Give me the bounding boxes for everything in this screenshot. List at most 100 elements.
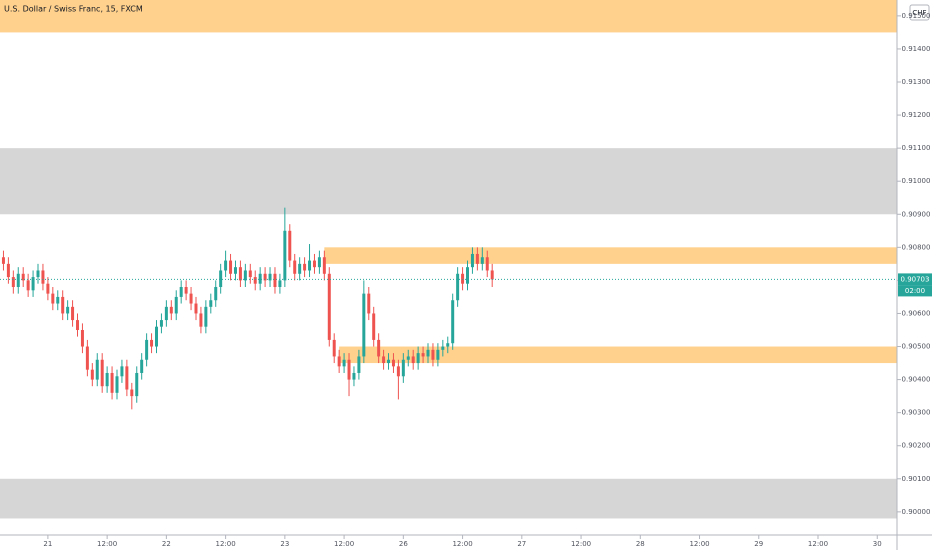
- candle-body: [485, 257, 489, 271]
- candle-body: [406, 356, 410, 360]
- candle-body: [21, 273, 25, 281]
- candle-body: [441, 346, 445, 350]
- candle-body: [396, 366, 400, 377]
- candle-body: [36, 270, 40, 278]
- x-tick-label: 12:00: [571, 540, 591, 548]
- candle-body: [26, 280, 30, 291]
- x-tick-label: 12:00: [216, 540, 236, 548]
- candle-body: [61, 296, 65, 314]
- candle-body: [145, 339, 149, 360]
- y-tick-label: 0.90900: [902, 210, 931, 218]
- candle-body: [90, 369, 94, 380]
- candle-body: [209, 300, 213, 307]
- candle-body: [125, 366, 129, 390]
- candle-body: [288, 230, 292, 261]
- y-tick-label: 0.91100: [902, 144, 931, 152]
- x-tick-label: 12:00: [808, 540, 828, 548]
- candle-body: [159, 320, 163, 327]
- candle-body: [327, 273, 331, 340]
- zone: [0, 0, 897, 33]
- candle-body: [184, 287, 188, 294]
- candle-body: [263, 273, 267, 281]
- candle-body: [140, 359, 144, 373]
- candle-body: [456, 273, 460, 301]
- countdown-label: 02:00: [905, 287, 925, 295]
- candle-body: [475, 253, 479, 264]
- candle-body: [71, 306, 75, 321]
- candle-body: [199, 313, 203, 327]
- y-tick-label: 0.90200: [902, 442, 931, 450]
- candle-body: [273, 273, 277, 288]
- y-tick-label: 0.90800: [902, 243, 931, 251]
- axes: 0.90000 0.90100 0.90200 0.90300 0.90400 0.905…: [43, 12, 932, 548]
- candle-body: [352, 372, 356, 380]
- last-price-box: [898, 273, 932, 286]
- candle-body: [411, 356, 415, 364]
- zone: [0, 478, 897, 519]
- currency-box[interactable]: [909, 4, 930, 21]
- candle-body: [169, 306, 173, 314]
- candle-body: [105, 372, 109, 387]
- chart-title: U.S. Dollar / Swiss Franc, 15, FXCM: [4, 5, 143, 14]
- candle-body: [110, 372, 114, 393]
- candle-body: [362, 293, 366, 357]
- candle-body: [293, 260, 297, 274]
- candle-body: [451, 300, 455, 344]
- candle-body: [317, 257, 321, 268]
- candle-body: [238, 267, 242, 281]
- candle-body: [357, 356, 361, 373]
- candle-body: [446, 343, 450, 347]
- currency-label[interactable]: CHF: [912, 9, 926, 17]
- x-tick-label: 29: [754, 540, 763, 548]
- x-tick-label: 23: [280, 540, 289, 548]
- candle-body: [51, 293, 55, 304]
- candle-body: [303, 263, 307, 271]
- candle-body: [372, 313, 376, 340]
- x-tick-label: 27: [517, 540, 526, 548]
- y-tick-label: 0.90000: [902, 508, 931, 516]
- y-tick-label: 0.90300: [902, 409, 931, 417]
- candle-body: [194, 303, 198, 314]
- candle-body: [387, 359, 391, 364]
- candle-body: [135, 372, 139, 397]
- candle-body: [115, 376, 119, 393]
- candle-body: [179, 287, 183, 297]
- candle-body: [312, 260, 316, 268]
- candle-body: [308, 260, 312, 271]
- y-tick-label: 0.91300: [902, 78, 931, 86]
- candle-body: [258, 273, 262, 284]
- candle-body: [233, 267, 237, 274]
- candle-body: [31, 277, 35, 291]
- x-tick-label: 12:00: [689, 540, 709, 548]
- candle-body: [278, 280, 282, 288]
- candle-body: [416, 353, 420, 364]
- candle-body: [11, 277, 15, 288]
- y-tick-label: 0.90600: [902, 309, 931, 317]
- x-tick-label: 12:00: [452, 540, 472, 548]
- candle-body: [490, 270, 494, 280]
- candle-body: [95, 359, 99, 380]
- candle-body: [470, 253, 474, 268]
- candle-body: [204, 306, 208, 327]
- x-tick-label: 30: [873, 540, 882, 548]
- candle-body: [46, 283, 50, 294]
- x-tick-label: 12:00: [97, 540, 117, 548]
- candle-body: [214, 287, 218, 301]
- y-tick-label: 0.91400: [902, 45, 931, 53]
- zone: [339, 346, 897, 364]
- x-tick-label: 22: [162, 540, 171, 548]
- y-tick-label: 0.91000: [902, 177, 931, 185]
- candle-body: [268, 273, 272, 281]
- countdown-box: [898, 285, 932, 297]
- candle-body: [243, 270, 247, 281]
- candle-body: [391, 359, 395, 367]
- candle-body: [6, 263, 10, 278]
- candle-body: [224, 260, 228, 271]
- y-tick-label: 0.91200: [902, 111, 931, 119]
- candle-body: [480, 257, 484, 264]
- candle-body: [174, 296, 178, 314]
- plot-area: [0, 0, 897, 519]
- zone: [0, 148, 897, 215]
